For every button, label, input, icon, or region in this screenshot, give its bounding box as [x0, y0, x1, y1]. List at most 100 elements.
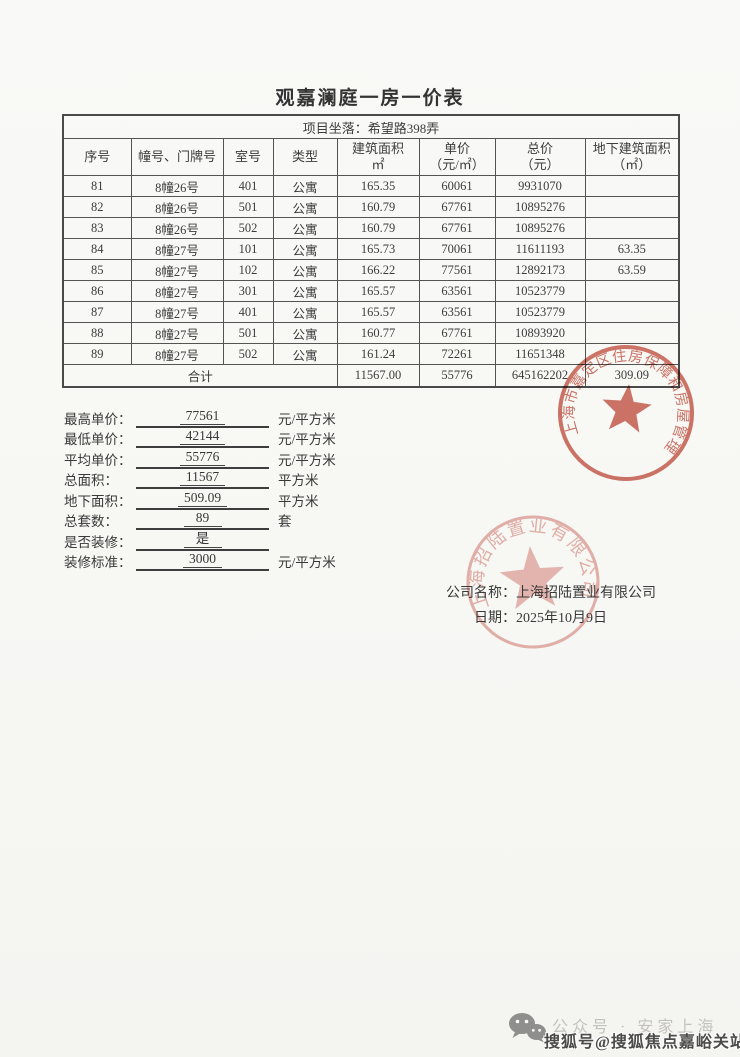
cell-total-price: 10523779 — [494, 301, 586, 323]
summary-field-line: 89 — [136, 510, 269, 530]
summary-field-line: 55776 — [136, 449, 269, 469]
cell-building: 8幢26号 — [130, 175, 224, 197]
summary-unit: 平方米 — [278, 493, 319, 509]
summary-row-underground-area: 地下面积： 509.09 平方米 — [64, 490, 336, 510]
cell-building: 8幢26号 — [130, 196, 224, 218]
cell-type: 公寓 — [272, 175, 338, 197]
cell-unit-price: 67761 — [418, 217, 496, 239]
cell-room: 301 — [222, 280, 274, 302]
sohu-watermark-label: 搜狐号@搜狐焦点嘉峪关站 — [544, 1034, 740, 1051]
price-table: 项目坐落：希望路398弄 序号 幢号、门牌号 室号 类型 建筑面积 ㎡ 单价 （… — [62, 114, 681, 388]
cell-building: 8幢27号 — [130, 280, 224, 302]
cell-room: 401 — [222, 175, 274, 197]
cell-area: 165.57 — [336, 301, 420, 323]
cell-room: 401 — [222, 301, 274, 323]
cell-underground-area — [584, 301, 680, 323]
cell-type: 公寓 — [272, 343, 338, 365]
cell-room: 501 — [222, 322, 274, 344]
summary-label: 地下面积： — [64, 493, 132, 509]
total-unit-price: 55776 — [418, 364, 496, 388]
cell-type: 公寓 — [272, 280, 338, 302]
summary-unit: 元/平方米 — [278, 555, 336, 570]
cell-total-price: 11651348 — [494, 343, 586, 365]
cell-building: 8幢27号 — [130, 238, 224, 260]
col-header-building: 幢号、门牌号 — [130, 138, 224, 176]
cell-type: 公寓 — [272, 301, 338, 323]
summary-field-line: 509.09 — [136, 490, 269, 510]
cell-area: 160.79 — [336, 217, 420, 239]
summary-field-line: 是 — [136, 531, 269, 551]
star-icon — [602, 384, 652, 433]
summary-label: 平均单价： — [64, 452, 132, 468]
cell-unit-price: 63561 — [418, 280, 496, 302]
table-total-row: 合计 11567.00 55776 645162202 309.09 — [62, 364, 680, 388]
summary-label: 最高单价： — [64, 411, 132, 427]
table-row: 87 8幢27号 401 公寓 165.57 63561 10523779 — [62, 301, 680, 323]
table-row: 88 8幢27号 501 公寓 160.77 67761 10893920 — [62, 322, 680, 344]
total-underground-area: 309.09 — [584, 364, 680, 388]
summary-row-unit-count: 总套数： 89 套 — [64, 510, 336, 530]
col-header-area: 建筑面积 ㎡ — [336, 138, 420, 176]
cell-seq: 84 — [62, 238, 132, 260]
table-row: 85 8幢27号 102 公寓 166.22 77561 12892173 63… — [62, 259, 680, 281]
cell-total-price: 9931070 — [494, 175, 586, 197]
summary-row-total-area: 总面积： 11567 平方米 — [64, 469, 336, 489]
cell-room: 101 — [222, 238, 274, 260]
summary-field-line: 42144 — [136, 428, 269, 448]
table-header-row: 序号 幢号、门牌号 室号 类型 建筑面积 ㎡ 单价 （元/㎡） 总价 （元） 地… — [62, 138, 680, 176]
summary-row-min-price: 最低单价： 42144 元/平方米 — [64, 428, 336, 448]
summary-row-decorated: 是否装修： 是 — [64, 531, 336, 551]
cell-unit-price: 67761 — [418, 196, 496, 218]
summary-label: 装修标准： — [64, 555, 132, 570]
table-row: 81 8幢26号 401 公寓 165.35 60061 9931070 — [62, 175, 680, 197]
cell-building: 8幢27号 — [130, 259, 224, 281]
summary-label: 总套数： — [64, 514, 118, 529]
cell-seq: 81 — [62, 175, 132, 197]
cell-building: 8幢26号 — [130, 217, 224, 239]
col-header-total-price: 总价 （元） — [494, 138, 586, 176]
cell-room: 102 — [222, 259, 274, 281]
total-label: 合计 — [62, 364, 338, 388]
wechat-watermark-label: 公众号 · 安家上海 — [552, 1019, 718, 1036]
cell-total-price: 10893920 — [494, 322, 586, 344]
cell-underground-area: 63.35 — [584, 238, 680, 260]
cell-seq: 83 — [62, 217, 132, 239]
cell-seq: 87 — [62, 301, 132, 323]
summary-row-decoration-standard: 装修标准： 3000 元/平方米 — [64, 551, 336, 571]
company-block: 公司名称：上海招陆置业有限公司 日期：2025年10月9日 — [446, 582, 656, 627]
summary-value: 55776 — [179, 449, 226, 466]
project-location: 项目坐落：希望路398弄 — [62, 114, 680, 139]
cell-unit-price: 70061 — [418, 238, 496, 260]
cell-building: 8幢27号 — [130, 343, 224, 365]
cell-unit-price: 77561 — [418, 259, 496, 281]
cell-underground-area — [584, 280, 680, 302]
cell-type: 公寓 — [272, 238, 338, 260]
cell-area: 160.77 — [336, 322, 420, 344]
col-header-seq: 序号 — [62, 138, 132, 176]
summary-unit: 平方米 — [278, 473, 319, 488]
total-area: 11567.00 — [336, 364, 420, 388]
table-row: 86 8幢27号 301 公寓 165.57 63561 10523779 — [62, 280, 680, 302]
cell-underground-area — [584, 217, 680, 239]
col-header-room: 室号 — [222, 138, 274, 176]
date-line: 日期：2025年10月9日 — [474, 611, 607, 626]
cell-area: 165.35 — [336, 175, 420, 197]
summary-value: 11567 — [179, 469, 226, 486]
cell-seq: 85 — [62, 259, 132, 281]
cell-seq: 88 — [62, 322, 132, 344]
cell-type: 公寓 — [272, 259, 338, 281]
summary-section: 最高单价： 77561 元/平方米 最低单价： 42144 元/平方米 平均单价… — [64, 408, 336, 572]
summary-field-line: 3000 — [136, 551, 269, 571]
summary-row-max-price: 最高单价： 77561 元/平方米 — [64, 408, 336, 428]
cell-seq: 86 — [62, 280, 132, 302]
cell-underground-area — [584, 343, 680, 365]
cell-area: 166.22 — [336, 259, 420, 281]
cell-area: 165.57 — [336, 280, 420, 302]
summary-value: 89 — [183, 510, 222, 527]
page-title: 观嘉澜庭一房一价表 — [275, 88, 465, 109]
cell-unit-price: 72261 — [418, 343, 496, 365]
table-row: 83 8幢26号 502 公寓 160.79 67761 10895276 — [62, 217, 680, 239]
summary-label: 最低单价： — [64, 432, 132, 447]
summary-unit: 元/平方米 — [278, 452, 336, 468]
summary-value: 42144 — [179, 428, 226, 445]
